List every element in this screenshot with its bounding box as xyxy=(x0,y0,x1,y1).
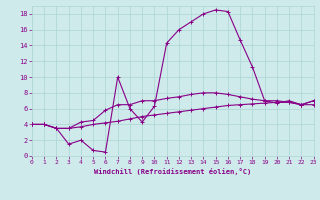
X-axis label: Windchill (Refroidissement éolien,°C): Windchill (Refroidissement éolien,°C) xyxy=(94,168,252,175)
